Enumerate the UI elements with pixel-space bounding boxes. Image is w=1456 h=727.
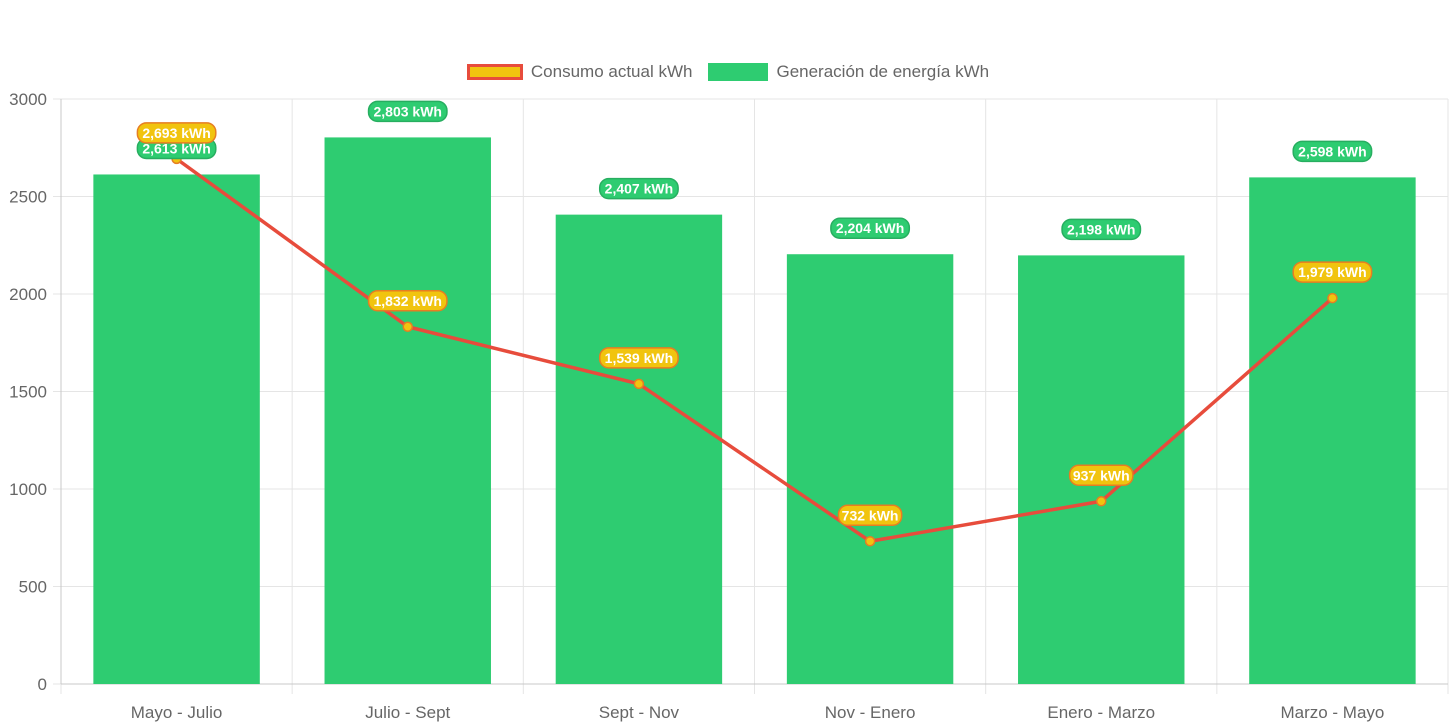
- x-tick-label: Julio - Sept: [365, 703, 450, 722]
- point-consumo[interactable]: [1327, 292, 1338, 304]
- data-label-consumo: 1,539 kWh: [605, 350, 673, 366]
- data-label-consumo-bg: [367, 290, 448, 312]
- data-label-generacion: 2,198 kWh: [1067, 221, 1135, 237]
- bar-generacion[interactable]: [555, 214, 723, 684]
- bar-generacion[interactable]: [1249, 177, 1416, 684]
- x-tick-label: Nov - Enero: [825, 703, 916, 722]
- point-consumo[interactable]: [864, 536, 876, 547]
- legend: Consumo actual kWh Generación de energía…: [0, 62, 1456, 82]
- data-label-consumo: 1,979 kWh: [1298, 264, 1366, 280]
- point-consumo[interactable]: [633, 378, 645, 390]
- data-label-consumo: 1,832 kWh: [374, 293, 442, 309]
- data-label-generacion: 2,204 kWh: [836, 220, 904, 236]
- data-label-consumo: 937 kWh: [1073, 467, 1130, 483]
- data-label-generacion: 2,407 kWh: [605, 181, 673, 197]
- point-consumo[interactable]: [1096, 496, 1107, 507]
- legend-item-generacion[interactable]: Generación de energía kWh: [708, 62, 989, 82]
- legend-label-generacion: Generación de energía kWh: [776, 62, 990, 81]
- y-tick-label: 1000: [9, 480, 47, 499]
- x-tick-label: Marzo - Mayo: [1280, 703, 1384, 722]
- legend-label-consumo: Consumo actual kWh: [530, 62, 693, 81]
- y-tick-label: 0: [38, 675, 47, 694]
- data-label-generacion: 2,803 kWh: [374, 103, 442, 119]
- data-label-generacion-bg: [367, 100, 448, 123]
- data-label-consumo: 2,693 kWh: [142, 125, 210, 141]
- x-tick-label: Enero - Marzo: [1047, 703, 1155, 722]
- y-tick-label: 2500: [9, 188, 47, 207]
- data-label-generacion-bg: [830, 217, 911, 239]
- bar-generacion[interactable]: [93, 174, 260, 684]
- data-label-consumo-bg: [136, 122, 217, 144]
- data-label-generacion-bg: [1292, 140, 1373, 163]
- y-tick-label: 3000: [9, 90, 47, 109]
- legend-item-consumo[interactable]: Consumo actual kWh: [466, 62, 693, 82]
- point-consumo[interactable]: [402, 321, 413, 333]
- data-label-generacion-bg: [1061, 218, 1142, 241]
- x-tick-label: Sept - Nov: [599, 703, 680, 722]
- bar-generacion[interactable]: [786, 254, 954, 684]
- data-label-generacion-bg: [598, 177, 679, 200]
- y-tick-label: 2000: [9, 285, 47, 304]
- data-label-consumo-bg: [1068, 464, 1134, 487]
- bar-generacion[interactable]: [324, 137, 491, 685]
- legend-swatch-generacion: [708, 63, 769, 81]
- y-tick-label: 1500: [9, 383, 47, 402]
- data-label-consumo-bg: [1292, 261, 1373, 283]
- data-label-consumo: 732 kWh: [842, 507, 899, 523]
- data-label-consumo-bg: [598, 347, 679, 369]
- x-tick-label: Mayo - Julio: [131, 703, 223, 722]
- legend-swatch-consumo: [466, 64, 523, 80]
- data-label-generacion: 2,598 kWh: [1298, 143, 1366, 159]
- y-tick-label: 500: [19, 578, 47, 597]
- data-label-consumo-bg: [837, 504, 903, 527]
- data-label-generacion: 2,613 kWh: [142, 140, 210, 156]
